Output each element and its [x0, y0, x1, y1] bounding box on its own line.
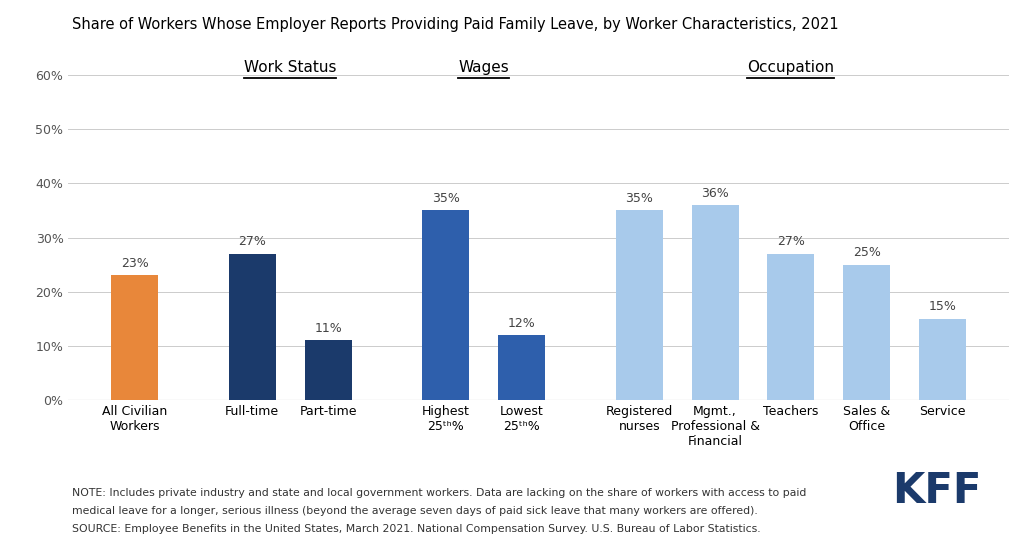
Text: KFF: KFF [892, 471, 982, 512]
Bar [844, 264, 890, 400]
Bar [920, 319, 967, 400]
Text: 12%: 12% [508, 317, 536, 329]
Text: 35%: 35% [432, 192, 460, 205]
Text: 11%: 11% [314, 322, 342, 335]
Text: medical leave for a longer, serious illness (beyond the average seven days of pa: medical leave for a longer, serious illn… [72, 506, 758, 516]
Bar [228, 254, 275, 400]
Text: Work Status: Work Status [244, 60, 337, 75]
Text: 23%: 23% [121, 257, 148, 270]
Bar [691, 205, 738, 400]
Text: Occupation: Occupation [748, 60, 835, 75]
Text: 25%: 25% [853, 246, 881, 259]
Bar [304, 341, 351, 400]
Text: Wages: Wages [459, 60, 509, 75]
Text: SOURCE: Employee Benefits in the United States, March 2021. National Compensatio: SOURCE: Employee Benefits in the United … [72, 524, 760, 534]
Text: Share of Workers Whose Employer Reports Providing Paid Family Leave, by Worker C: Share of Workers Whose Employer Reports … [72, 17, 839, 31]
Bar [111, 276, 158, 400]
Text: NOTE: Includes private industry and state and local government workers. Data are: NOTE: Includes private industry and stat… [72, 488, 806, 498]
Bar [767, 254, 814, 400]
Text: 35%: 35% [626, 192, 653, 205]
Text: 27%: 27% [777, 235, 805, 249]
Bar [498, 335, 545, 400]
Text: 27%: 27% [239, 235, 266, 249]
Bar [615, 210, 663, 400]
Bar [422, 210, 469, 400]
Text: 36%: 36% [701, 187, 729, 199]
Text: 15%: 15% [929, 300, 956, 314]
